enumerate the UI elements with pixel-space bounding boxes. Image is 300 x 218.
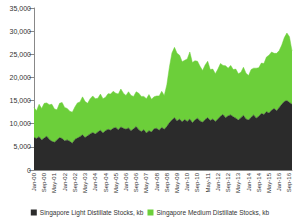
- svg-text:Jan-14: Jan-14: [246, 172, 252, 191]
- svg-text:Sep-06: Sep-06: [133, 172, 139, 192]
- svg-text:Sep-16: Sep-16: [286, 172, 292, 192]
- svg-text:Sep-14: Sep-14: [256, 172, 262, 192]
- svg-text:May-03: May-03: [82, 172, 88, 193]
- svg-text:Sep-10: Sep-10: [194, 172, 200, 192]
- svg-text:Singapore Medium Distillate St: Singapore Medium Distillate Stocks, kb: [156, 209, 269, 217]
- svg-text:15,000: 15,000: [10, 97, 32, 104]
- svg-text:Jan-06: Jan-06: [123, 172, 129, 191]
- svg-text:May-05: May-05: [113, 172, 119, 193]
- svg-text:May-09: May-09: [174, 172, 180, 193]
- svg-text:35,000: 35,000: [10, 5, 32, 12]
- svg-text:Jan-04: Jan-04: [92, 172, 98, 191]
- svg-text:5,000: 5,000: [13, 143, 31, 150]
- svg-text:Singapore Light Distillate Sto: Singapore Light Distillate Stocks, kb: [40, 209, 144, 217]
- svg-text:Sep-02: Sep-02: [72, 172, 78, 192]
- svg-text:30,000: 30,000: [10, 28, 32, 35]
- svg-text:0: 0: [27, 167, 31, 174]
- svg-text:Sep-08: Sep-08: [164, 172, 170, 192]
- svg-text:Jan-00: Jan-00: [31, 172, 37, 191]
- svg-text:Sep-04: Sep-04: [103, 172, 109, 192]
- svg-text:Jan-08: Jan-08: [154, 172, 160, 191]
- svg-text:Sep-00: Sep-00: [41, 172, 47, 192]
- svg-text:Jan-10: Jan-10: [184, 172, 190, 191]
- svg-text:May-01: May-01: [51, 172, 57, 193]
- svg-text:Jan-12: Jan-12: [215, 172, 221, 191]
- svg-text:May-07: May-07: [143, 172, 149, 193]
- svg-text:20,000: 20,000: [10, 74, 32, 81]
- svg-text:Jan-02: Jan-02: [62, 172, 68, 191]
- svg-text:25,000: 25,000: [10, 51, 32, 58]
- svg-text:10,000: 10,000: [10, 120, 32, 127]
- svg-text:May-11: May-11: [205, 172, 211, 192]
- svg-text:May-15: May-15: [266, 172, 272, 193]
- svg-text:Sep-12: Sep-12: [225, 172, 231, 192]
- svg-text:Jan-16: Jan-16: [276, 172, 282, 191]
- svg-text:May-13: May-13: [235, 172, 241, 193]
